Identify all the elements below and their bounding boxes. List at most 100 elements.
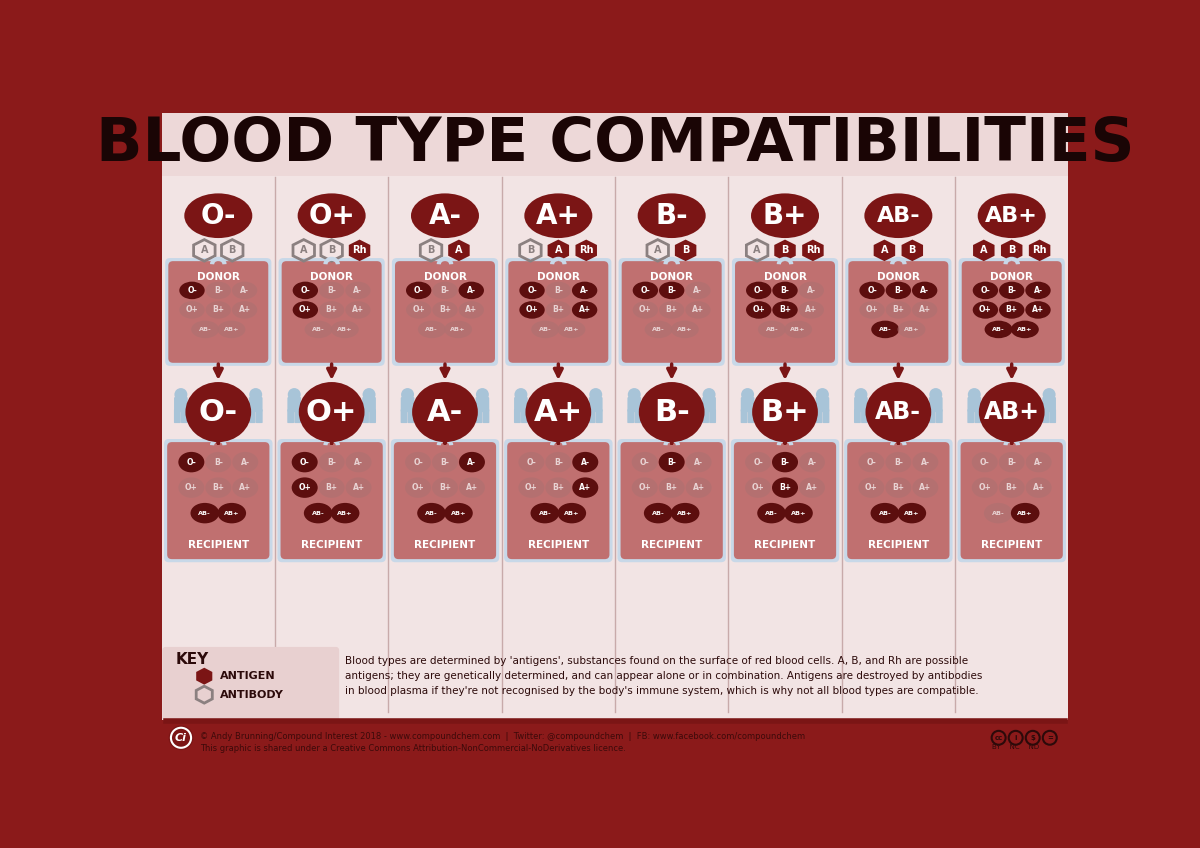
Ellipse shape bbox=[1000, 301, 1025, 319]
Polygon shape bbox=[802, 240, 823, 261]
Ellipse shape bbox=[526, 382, 592, 442]
FancyBboxPatch shape bbox=[166, 258, 271, 365]
Ellipse shape bbox=[205, 452, 232, 472]
Ellipse shape bbox=[758, 321, 786, 338]
FancyBboxPatch shape bbox=[482, 410, 490, 423]
Ellipse shape bbox=[745, 452, 772, 472]
Ellipse shape bbox=[685, 282, 710, 299]
Text: O+: O+ bbox=[412, 483, 425, 492]
Text: DONOR: DONOR bbox=[990, 271, 1033, 282]
Text: RECIPIENT: RECIPIENT bbox=[301, 540, 362, 550]
Circle shape bbox=[628, 388, 641, 401]
Text: O+: O+ bbox=[865, 305, 878, 315]
Ellipse shape bbox=[410, 193, 479, 238]
Text: DONOR: DONOR bbox=[424, 271, 467, 282]
Polygon shape bbox=[973, 240, 995, 261]
FancyBboxPatch shape bbox=[967, 397, 982, 412]
Ellipse shape bbox=[432, 301, 457, 319]
FancyBboxPatch shape bbox=[521, 410, 528, 423]
Ellipse shape bbox=[972, 452, 997, 472]
Ellipse shape bbox=[984, 321, 1013, 338]
Circle shape bbox=[288, 388, 301, 401]
Ellipse shape bbox=[632, 301, 658, 319]
Polygon shape bbox=[674, 240, 696, 261]
Text: A-: A- bbox=[694, 458, 703, 466]
Polygon shape bbox=[349, 240, 371, 261]
Text: A+: A+ bbox=[806, 483, 818, 492]
Ellipse shape bbox=[757, 503, 786, 523]
Ellipse shape bbox=[545, 452, 571, 472]
Text: B+: B+ bbox=[763, 202, 808, 230]
Circle shape bbox=[174, 388, 187, 401]
Text: AB+: AB+ bbox=[1018, 510, 1033, 516]
Polygon shape bbox=[774, 240, 796, 261]
Text: O+: O+ bbox=[299, 305, 312, 315]
Text: A-: A- bbox=[354, 458, 364, 466]
Text: O-: O- bbox=[187, 286, 197, 295]
Text: AB+: AB+ bbox=[677, 510, 692, 516]
Text: AB-: AB- bbox=[992, 510, 1004, 516]
Ellipse shape bbox=[319, 301, 344, 319]
Text: B: B bbox=[781, 245, 788, 255]
Text: A: A bbox=[300, 245, 307, 255]
Ellipse shape bbox=[1000, 282, 1025, 299]
Text: A+: A+ bbox=[805, 305, 817, 315]
Circle shape bbox=[250, 388, 262, 401]
Text: A+: A+ bbox=[919, 483, 931, 492]
FancyBboxPatch shape bbox=[740, 410, 748, 423]
Text: AB-: AB- bbox=[425, 510, 438, 516]
Text: O-: O- bbox=[868, 286, 877, 295]
Ellipse shape bbox=[546, 282, 571, 299]
Ellipse shape bbox=[886, 477, 911, 498]
FancyBboxPatch shape bbox=[816, 397, 829, 412]
FancyBboxPatch shape bbox=[408, 410, 414, 423]
Text: B-: B- bbox=[655, 202, 688, 230]
Ellipse shape bbox=[859, 301, 884, 319]
Text: AB+: AB+ bbox=[985, 206, 1038, 226]
Ellipse shape bbox=[319, 477, 344, 498]
Text: O+: O+ bbox=[751, 483, 764, 492]
Ellipse shape bbox=[346, 282, 371, 299]
Ellipse shape bbox=[912, 282, 937, 299]
FancyBboxPatch shape bbox=[847, 442, 949, 559]
Polygon shape bbox=[576, 240, 596, 261]
Ellipse shape bbox=[572, 452, 599, 472]
FancyBboxPatch shape bbox=[736, 261, 835, 363]
Text: B+: B+ bbox=[552, 483, 564, 492]
FancyBboxPatch shape bbox=[854, 397, 868, 412]
Ellipse shape bbox=[912, 477, 938, 498]
FancyBboxPatch shape bbox=[596, 410, 602, 423]
Ellipse shape bbox=[558, 321, 586, 338]
Text: O-: O- bbox=[641, 286, 650, 295]
Text: i: i bbox=[1014, 734, 1016, 741]
FancyBboxPatch shape bbox=[278, 258, 385, 365]
Text: AB+: AB+ bbox=[904, 327, 919, 332]
Ellipse shape bbox=[799, 452, 824, 472]
Text: B+: B+ bbox=[666, 305, 678, 315]
Circle shape bbox=[702, 388, 715, 401]
FancyBboxPatch shape bbox=[162, 135, 1068, 720]
Text: B-: B- bbox=[667, 458, 676, 466]
Circle shape bbox=[168, 725, 193, 750]
Text: AB-: AB- bbox=[199, 327, 211, 332]
FancyBboxPatch shape bbox=[248, 410, 256, 423]
FancyBboxPatch shape bbox=[618, 439, 726, 562]
Ellipse shape bbox=[233, 477, 258, 498]
Ellipse shape bbox=[331, 321, 359, 338]
Text: A+: A+ bbox=[536, 202, 581, 230]
Text: Rh: Rh bbox=[1032, 245, 1046, 255]
FancyBboxPatch shape bbox=[509, 261, 608, 363]
Text: B+: B+ bbox=[893, 305, 905, 315]
Ellipse shape bbox=[1025, 301, 1051, 319]
Text: A-: A- bbox=[241, 458, 250, 466]
Ellipse shape bbox=[671, 503, 700, 523]
Ellipse shape bbox=[871, 321, 899, 338]
Text: AB-: AB- bbox=[312, 327, 325, 332]
FancyBboxPatch shape bbox=[740, 397, 755, 412]
Ellipse shape bbox=[444, 321, 472, 338]
Text: ANTIBODY: ANTIBODY bbox=[220, 689, 283, 700]
Text: O-: O- bbox=[527, 286, 536, 295]
Ellipse shape bbox=[1010, 503, 1039, 523]
Text: O+: O+ bbox=[524, 483, 538, 492]
Ellipse shape bbox=[644, 321, 672, 338]
